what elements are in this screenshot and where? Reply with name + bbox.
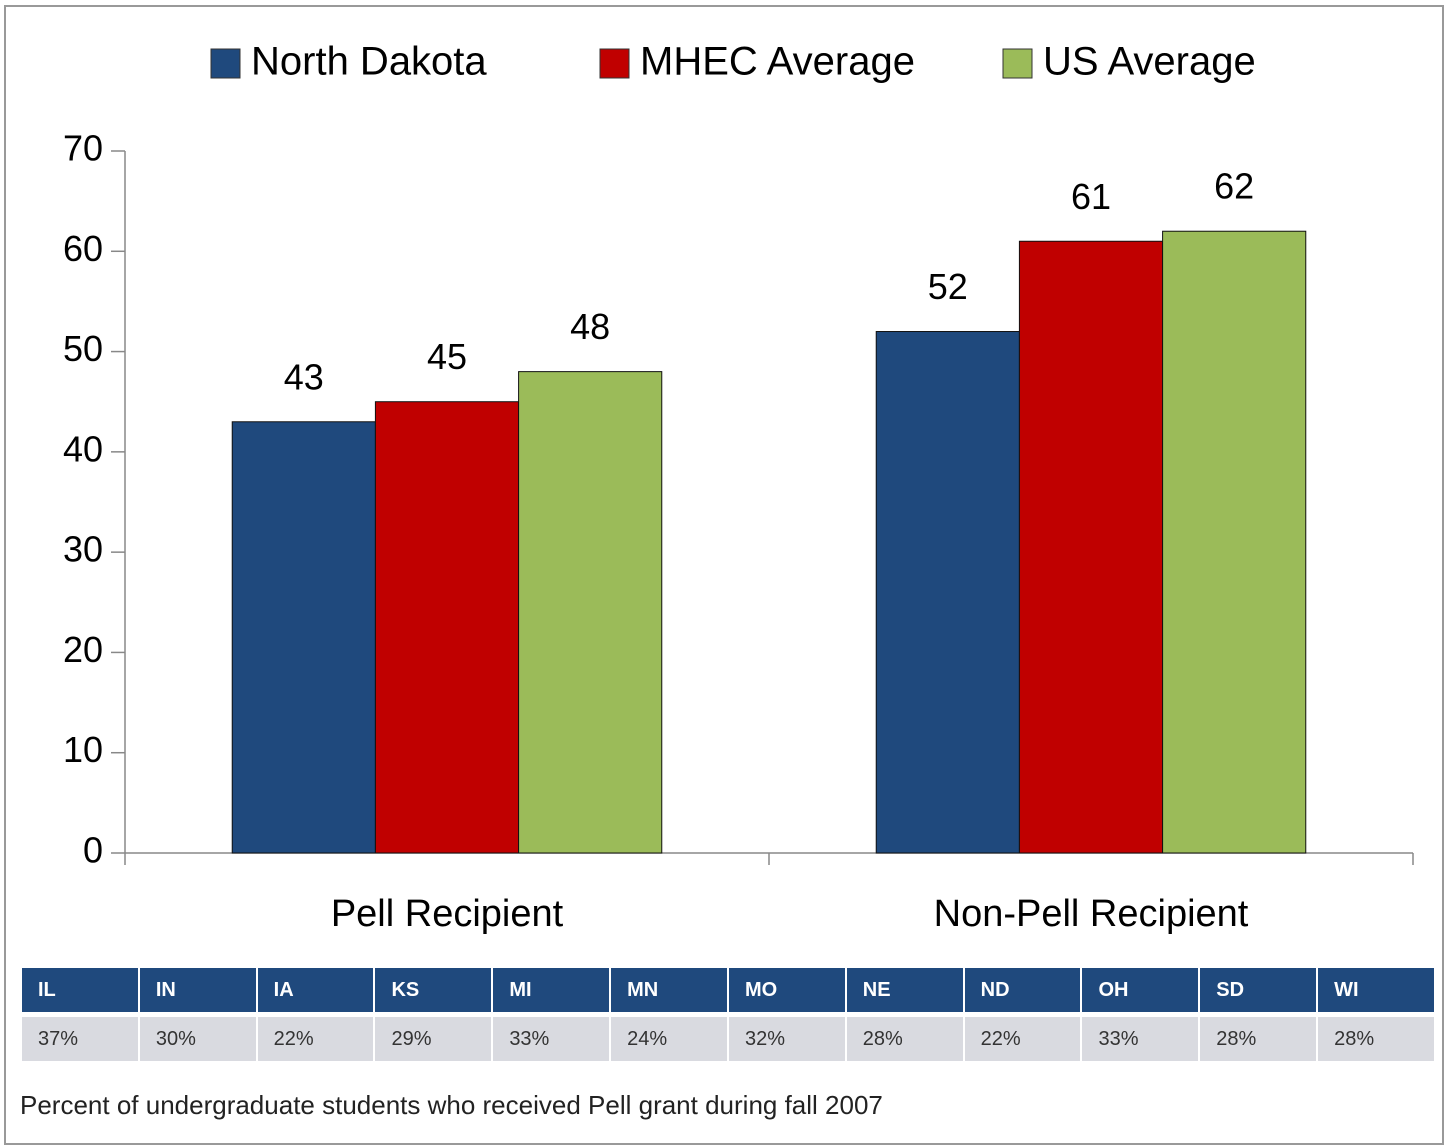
caption: Percent of undergraduate students who re… (20, 1090, 883, 1120)
header-cell: IN (137, 968, 256, 1012)
legend-swatch (210, 48, 241, 79)
x-tick-label: Non-Pell Recipient (934, 893, 1249, 935)
bar (231, 421, 376, 854)
y-tick-label: 40 (63, 428, 103, 469)
header-cell: MN (609, 968, 727, 1012)
x-tick-label: Pell Recipient (331, 893, 564, 935)
header-cell: KS (373, 968, 492, 1012)
header-cell: OH (1080, 968, 1199, 1012)
table-cell: 28% (1198, 1017, 1317, 1061)
table-cell: 22% (962, 1017, 1081, 1061)
table-cell: 33% (1080, 1017, 1199, 1061)
table-cell: 29% (373, 1017, 492, 1061)
data-label: 43 (284, 356, 324, 397)
legend-label: US Average (1043, 40, 1256, 84)
data-label: 62 (1214, 166, 1254, 207)
state-table: IL IN IA KS MI MN MO NE ND OH SD WI 37% 30% 22% 29% 33% 2… (20, 963, 1434, 1066)
legend-label: North Dakota (251, 40, 487, 84)
bar (518, 371, 663, 854)
y-tick-label: 30 (63, 529, 103, 570)
legend-label: MHEC Average (640, 40, 915, 84)
bar (374, 401, 520, 854)
header-cell: MO (726, 968, 845, 1012)
bar (1018, 240, 1164, 854)
table-header-row: IL IN IA KS MI MN MO NE ND OH SD WI (20, 968, 1434, 1012)
bar (1162, 230, 1307, 854)
bar (875, 331, 1020, 854)
table-row: 37% 30% 22% 29% 33% 24% 32% 28% 22% 33% 28% 28% (20, 1017, 1434, 1061)
header-cell: IL (20, 968, 138, 1012)
y-tick-label: 50 (63, 328, 103, 369)
header-cell: IA (255, 968, 374, 1012)
table-cell: 37% (20, 1017, 138, 1061)
y-tick-label: 20 (63, 629, 103, 670)
table-cell: 33% (491, 1017, 610, 1061)
legend-swatch (1002, 48, 1033, 79)
header-cell: WI (1316, 968, 1434, 1012)
table-cell: 22% (255, 1017, 374, 1061)
table-cell: 32% (726, 1017, 845, 1061)
table-cell: 30% (137, 1017, 256, 1061)
chart: 0 10 20 30 40 50 60 70 North Dakota MHEC Average U… (63, 40, 1414, 935)
data-label: 61 (1071, 176, 1111, 217)
table-cell: 24% (609, 1017, 727, 1061)
y-tick-label: 60 (63, 228, 103, 269)
table-cell: 28% (844, 1017, 963, 1061)
y-tick-label: 10 (63, 729, 103, 770)
data-label: 52 (928, 266, 968, 307)
header-cell: SD (1198, 968, 1317, 1012)
data-label: 48 (570, 306, 610, 347)
data-label: 45 (427, 336, 467, 377)
y-tick-label: 70 (63, 128, 103, 169)
table-cell: 28% (1316, 1017, 1434, 1061)
y-tick-label: 0 (83, 830, 103, 871)
header-cell: NE (844, 968, 963, 1012)
header-cell: MI (491, 968, 610, 1012)
header-cell: ND (962, 968, 1081, 1012)
legend-swatch (599, 48, 630, 79)
